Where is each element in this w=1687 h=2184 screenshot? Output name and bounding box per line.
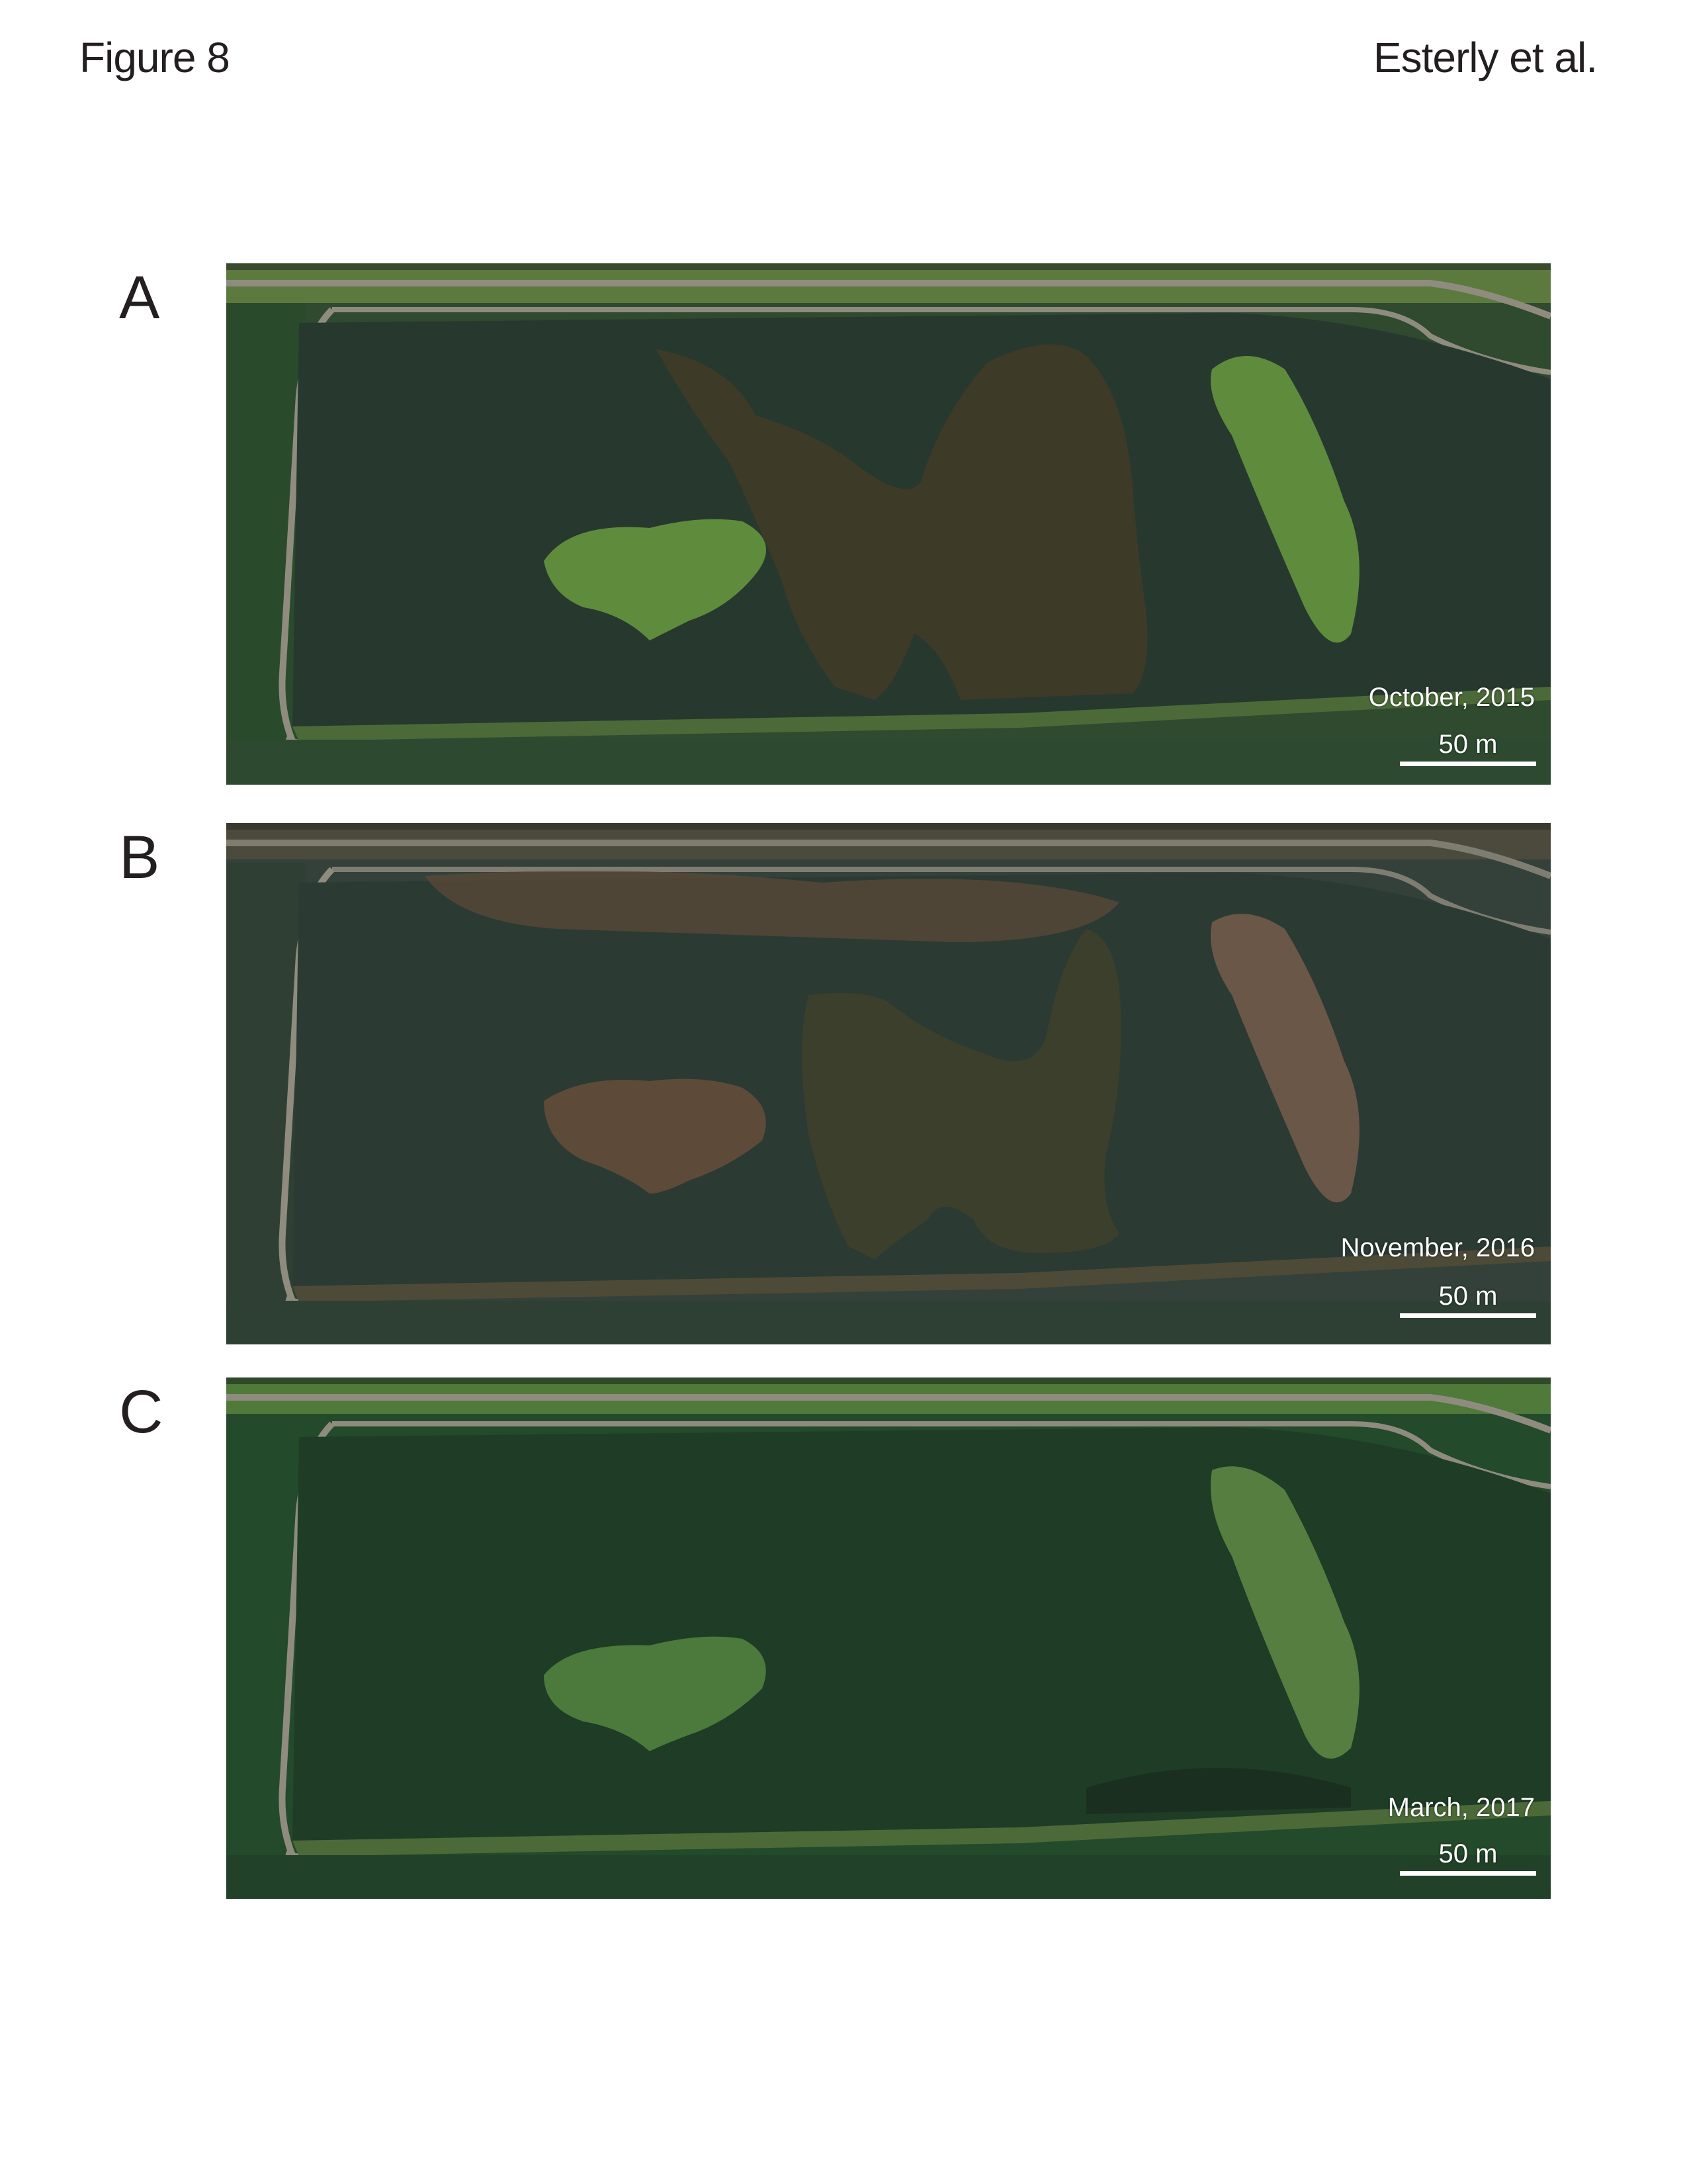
aerial-photo-b <box>226 823 1551 1344</box>
scale-label-c: 50 m <box>1438 1839 1498 1868</box>
aerial-photo-panel-c: March, 2017 50 m <box>226 1377 1551 1899</box>
date-label-a: October, 2015 <box>1368 683 1535 712</box>
aerial-photo-panel-b: November, 2016 50 m <box>226 823 1551 1344</box>
scale-bar-b: 50 m <box>1400 1282 1536 1318</box>
scale-line-b <box>1400 1313 1536 1318</box>
scale-line-a <box>1400 762 1536 766</box>
aerial-photo-panel-a: October, 2015 50 m <box>226 263 1551 785</box>
author-label: Esterly et al. <box>1373 34 1598 81</box>
date-label-b: November, 2016 <box>1340 1233 1535 1262</box>
panel-letter-a: A <box>119 264 160 331</box>
aerial-photo-c <box>226 1377 1551 1899</box>
scale-label-b: 50 m <box>1438 1282 1498 1311</box>
scale-bar-c: 50 m <box>1400 1839 1536 1876</box>
date-label-c: March, 2017 <box>1387 1793 1535 1822</box>
aerial-photo-a <box>226 263 1551 785</box>
panel-letter-c: C <box>119 1378 163 1446</box>
scale-line-c <box>1400 1871 1536 1876</box>
panel-letter-b: B <box>119 824 160 891</box>
scale-bar-a: 50 m <box>1400 730 1536 766</box>
scale-label-a: 50 m <box>1438 730 1498 759</box>
figure-label: Figure 8 <box>79 34 230 81</box>
